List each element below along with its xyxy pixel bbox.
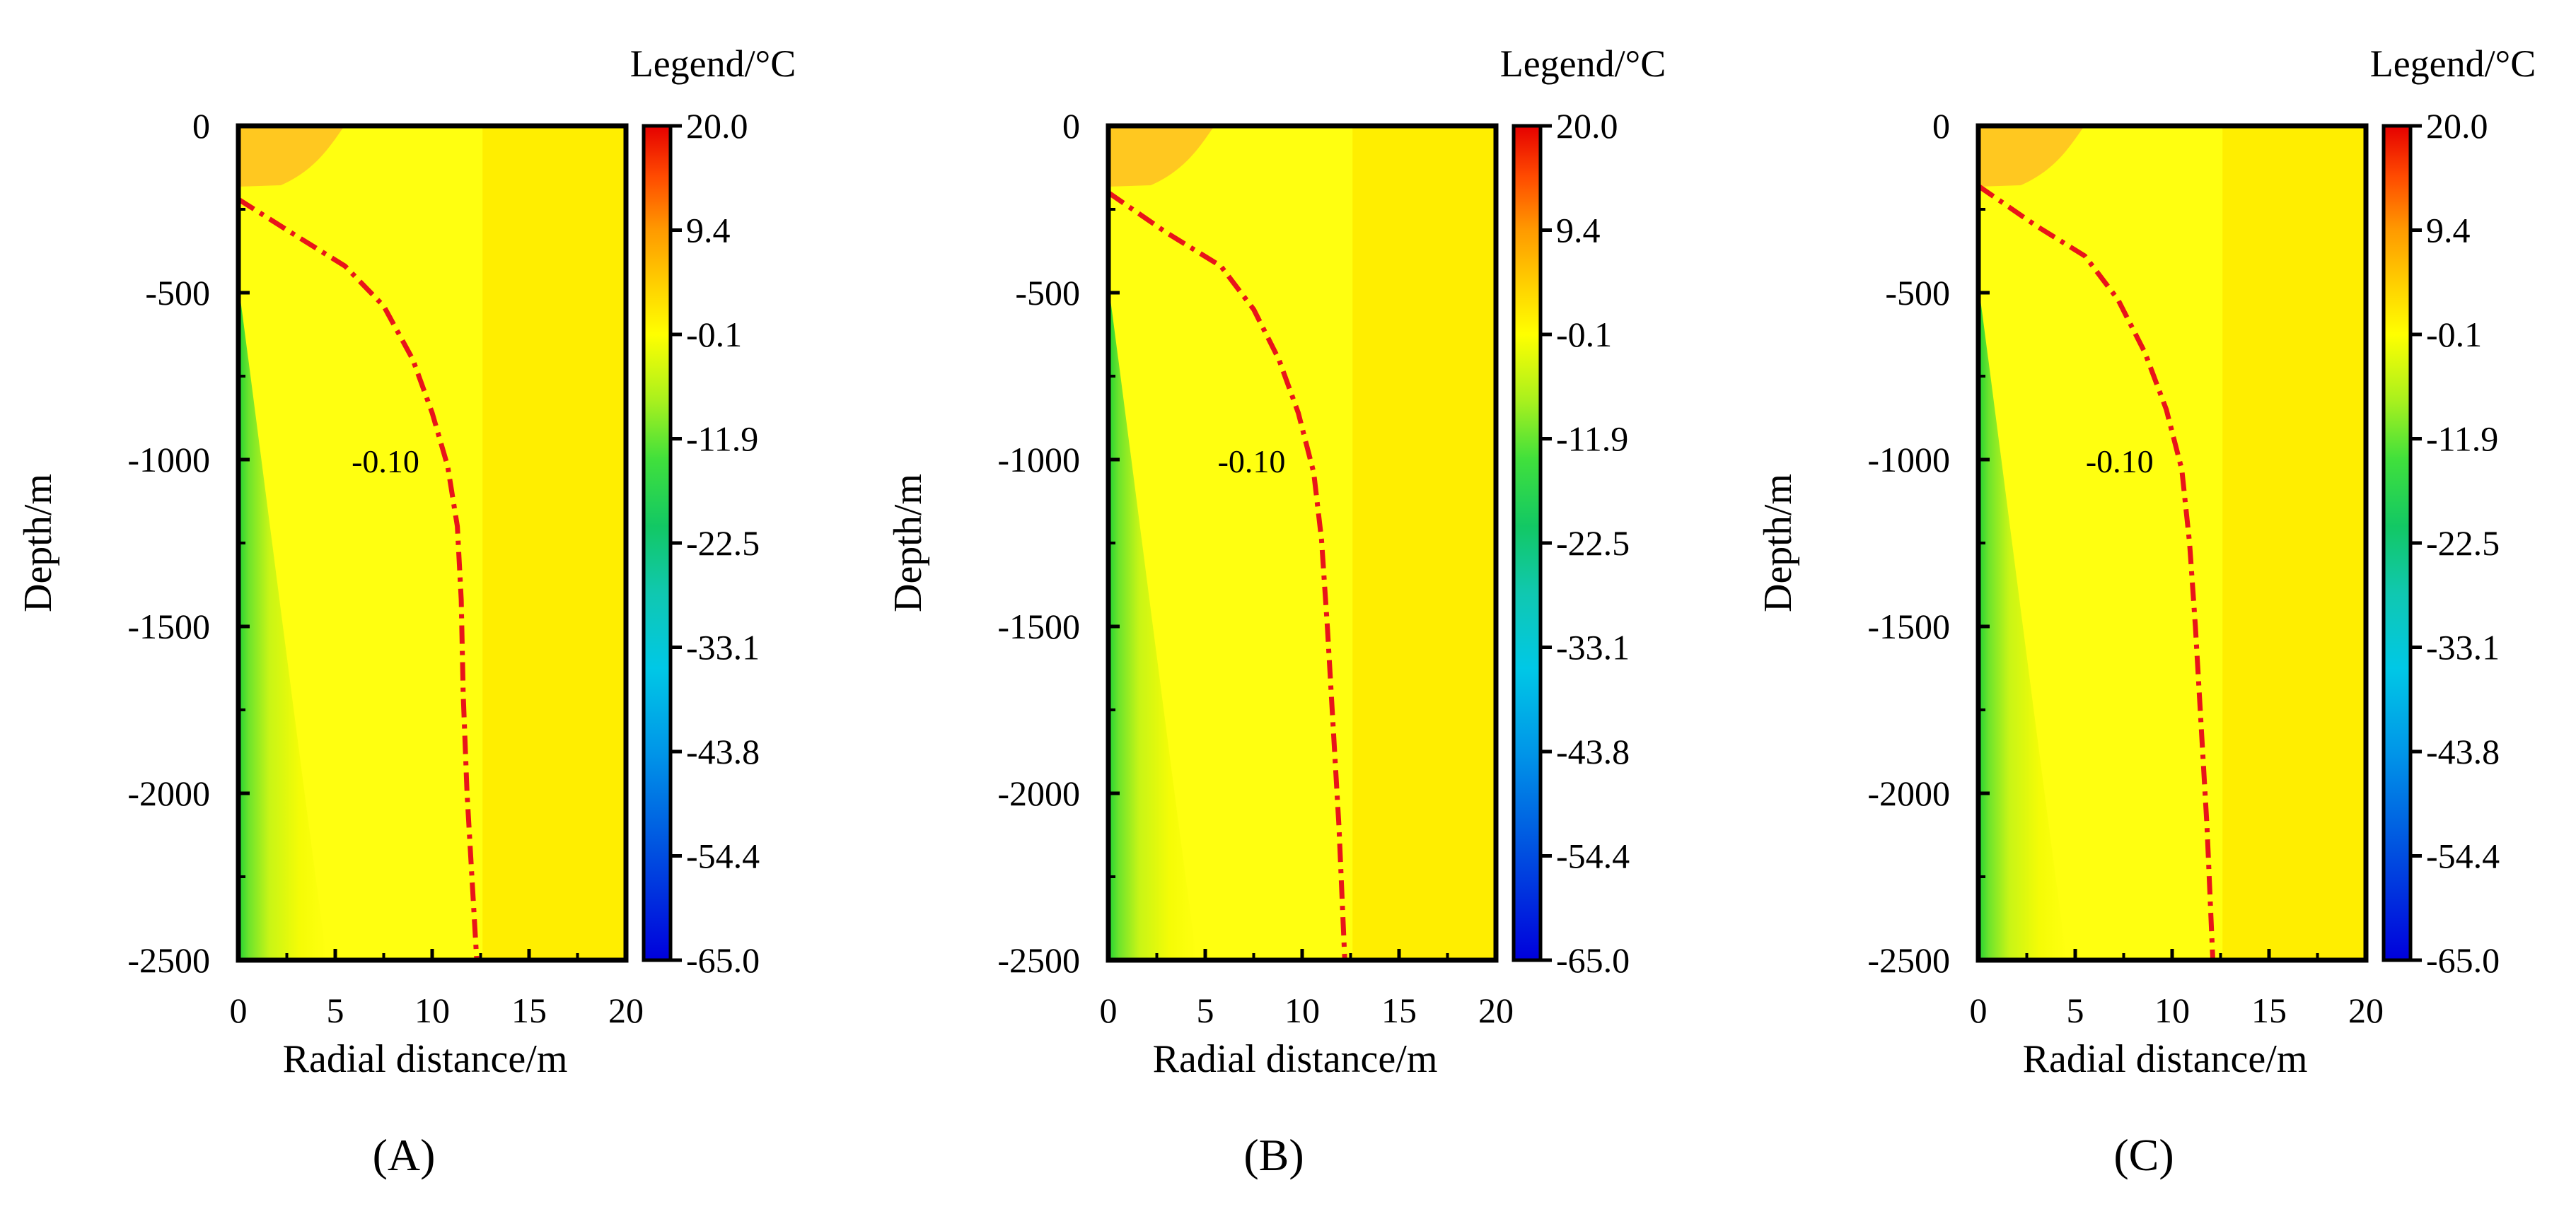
- colorbar-tick-label: -54.4: [1556, 836, 1630, 876]
- colorbar-tick-label: -11.9: [1556, 419, 1628, 459]
- contour-line: [1977, 184, 2216, 961]
- cold-zone: [1108, 284, 1197, 960]
- chart-panel-c: -0.10 0 -500 -1000 -1500 -2000 -2500 0 5 10 15 20 Ra…: [1756, 42, 2536, 1180]
- colorbar-tick-label: -0.1: [2426, 315, 2482, 354]
- colorbar-tick-label: -33.1: [1556, 628, 1630, 667]
- warm-surface-patch: [1978, 126, 2084, 187]
- x-tick-label: 0: [1100, 991, 1118, 1030]
- colorbar-tick-label: -22.5: [1556, 523, 1630, 563]
- y-tick-label: -1000: [127, 440, 210, 479]
- colorbar-tick-label: -22.5: [2426, 523, 2500, 563]
- x-tick-label: 0: [1970, 991, 1988, 1030]
- x-tick-label: 5: [2067, 991, 2084, 1030]
- y-tick-label: -2000: [997, 774, 1080, 813]
- x-axis-label: Radial distance/m: [283, 1037, 568, 1081]
- colorbar-tick-label: -43.8: [1556, 732, 1630, 771]
- colorbar-tick-label: -11.9: [686, 419, 758, 459]
- warm-surface-patch: [1108, 126, 1214, 187]
- x-tick-label: 0: [230, 991, 248, 1030]
- y-axis-label: Depth/m: [1756, 474, 1800, 612]
- colorbar-tick-label: 20.0: [2426, 106, 2488, 146]
- colorbar-tick-label: -0.1: [686, 315, 742, 354]
- panel-label: (A): [373, 1130, 436, 1180]
- y-tick-label: -500: [1015, 273, 1080, 313]
- y-tick-label: -1000: [1867, 440, 1950, 479]
- y-tick-label: 0: [1062, 106, 1080, 146]
- x-tick-label: 10: [2154, 991, 2190, 1030]
- colorbar-tick-label: -22.5: [686, 523, 760, 563]
- y-tick-label: -2500: [1867, 940, 1950, 980]
- contour-label: -0.10: [1218, 443, 1286, 479]
- colorbar-tick-label: 9.4: [686, 211, 731, 250]
- colorbar-tick-label: 9.4: [2426, 211, 2471, 250]
- warm-surface-patch: [238, 126, 344, 187]
- x-tick-label: 5: [1197, 991, 1214, 1030]
- inner-field-zone: [238, 126, 483, 960]
- x-tick-label: 10: [1284, 991, 1320, 1030]
- y-tick-label: -2500: [127, 940, 210, 980]
- y-axis-label: Depth/m: [886, 474, 930, 612]
- y-axis-label: Depth/m: [16, 474, 60, 612]
- contour-line: [1107, 190, 1347, 961]
- x-axis-label: Radial distance/m: [2023, 1037, 2308, 1081]
- inner-field-zone: [1978, 126, 2223, 960]
- x-tick-label: 20: [608, 991, 644, 1030]
- y-tick-label: -1500: [1867, 607, 1950, 646]
- contour-label: -0.10: [2086, 443, 2154, 479]
- y-tick-label: -500: [1885, 273, 1950, 313]
- panel-label: (B): [1243, 1130, 1304, 1180]
- colorbar-tick-label: -65.0: [1556, 940, 1630, 980]
- colorbar-tick-label: -43.8: [686, 732, 760, 771]
- y-tick-label: -500: [145, 273, 210, 313]
- x-tick-label: 15: [1381, 991, 1417, 1030]
- x-tick-label: 20: [1478, 991, 1514, 1030]
- x-tick-label: 5: [327, 991, 344, 1030]
- colorbar-tick-label: 20.0: [1556, 106, 1618, 146]
- colorbar: [2384, 126, 2410, 960]
- colorbar: [644, 126, 671, 960]
- x-tick-label: 10: [414, 991, 450, 1030]
- chart-panel-a: -0.10 0 -500 -1000 -1500 -2000 -2500 0 5 10 15 20 Ra…: [16, 42, 796, 1180]
- cold-zone: [238, 284, 327, 960]
- colorbar-tick-label: 9.4: [1556, 211, 1601, 250]
- x-tick-label: 20: [2348, 991, 2384, 1030]
- x-tick-label: 15: [2251, 991, 2287, 1030]
- colorbar-tick-label: -65.0: [686, 940, 760, 980]
- colorbar-tick-label: -0.1: [1556, 315, 1612, 354]
- colorbar-tick-label: -54.4: [2426, 836, 2500, 876]
- y-tick-label: 0: [1932, 106, 1950, 146]
- contour-label: -0.10: [352, 443, 419, 479]
- y-tick-label: -2000: [127, 774, 210, 813]
- x-axis-label: Radial distance/m: [1153, 1037, 1438, 1081]
- y-tick-label: -1500: [127, 607, 210, 646]
- colorbar-tick-label: -33.1: [2426, 628, 2500, 667]
- y-tick-label: -2000: [1867, 774, 1950, 813]
- colorbar-tick-label: -33.1: [686, 628, 760, 667]
- colorbar-tick-label: -11.9: [2426, 419, 2498, 459]
- colorbar-title: Legend/°C: [2370, 42, 2536, 85]
- colorbar-tick-label: -43.8: [2426, 732, 2500, 771]
- colorbar-title: Legend/°C: [1500, 42, 1666, 85]
- chart-panel-b: -0.10 0 -500 -1000 -1500 -2000 -2500 0 5 10 15 20 Ra…: [886, 42, 1666, 1180]
- y-tick-label: -1500: [997, 607, 1080, 646]
- y-tick-label: -2500: [997, 940, 1080, 980]
- y-tick-label: 0: [192, 106, 210, 146]
- y-tick-label: -1000: [997, 440, 1080, 479]
- inner-field-zone: [1108, 126, 1353, 960]
- colorbar-tick-label: 20.0: [686, 106, 748, 146]
- contour-line: [237, 197, 480, 961]
- colorbar-tick-label: -54.4: [686, 836, 760, 876]
- cold-zone: [1978, 284, 2067, 960]
- panel-label: (C): [2113, 1130, 2174, 1180]
- colorbar-title: Legend/°C: [630, 42, 796, 85]
- colorbar: [1514, 126, 1541, 960]
- x-tick-label: 15: [511, 991, 547, 1030]
- colorbar-tick-label: -65.0: [2426, 940, 2500, 980]
